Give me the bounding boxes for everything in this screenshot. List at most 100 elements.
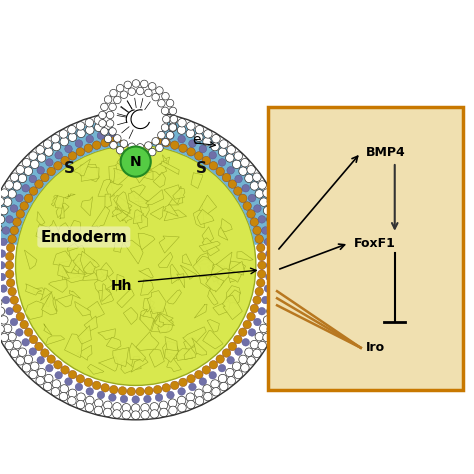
- Circle shape: [113, 402, 121, 411]
- Circle shape: [204, 130, 212, 138]
- Circle shape: [84, 144, 92, 153]
- Circle shape: [202, 156, 210, 165]
- Polygon shape: [153, 172, 165, 187]
- Circle shape: [274, 252, 283, 260]
- Polygon shape: [154, 308, 167, 321]
- Polygon shape: [206, 275, 224, 292]
- Circle shape: [162, 138, 169, 146]
- Circle shape: [30, 362, 39, 371]
- Circle shape: [179, 378, 187, 387]
- Circle shape: [228, 342, 237, 351]
- Polygon shape: [117, 289, 134, 308]
- Circle shape: [202, 366, 210, 374]
- Circle shape: [250, 182, 259, 190]
- Circle shape: [37, 166, 45, 174]
- Polygon shape: [51, 195, 58, 206]
- Polygon shape: [182, 254, 192, 265]
- Polygon shape: [118, 149, 137, 169]
- Polygon shape: [131, 356, 141, 369]
- Circle shape: [211, 142, 219, 151]
- Circle shape: [281, 261, 290, 270]
- Polygon shape: [143, 299, 151, 312]
- Circle shape: [68, 370, 77, 379]
- Polygon shape: [42, 292, 57, 315]
- Polygon shape: [133, 210, 144, 224]
- Polygon shape: [37, 211, 45, 225]
- Polygon shape: [229, 262, 244, 275]
- Polygon shape: [60, 205, 64, 219]
- Circle shape: [99, 119, 106, 127]
- Circle shape: [209, 152, 217, 159]
- Polygon shape: [99, 289, 114, 304]
- Circle shape: [29, 370, 37, 379]
- Circle shape: [238, 194, 247, 202]
- Circle shape: [18, 174, 27, 182]
- Polygon shape: [150, 311, 159, 322]
- Text: Endoderm: Endoderm: [40, 229, 128, 245]
- Circle shape: [109, 394, 116, 401]
- Circle shape: [76, 401, 85, 409]
- Polygon shape: [0, 118, 281, 244]
- Polygon shape: [151, 314, 169, 332]
- Polygon shape: [208, 264, 225, 282]
- Polygon shape: [53, 251, 72, 267]
- Polygon shape: [124, 240, 143, 264]
- Circle shape: [263, 189, 271, 197]
- Polygon shape: [167, 355, 182, 372]
- Circle shape: [178, 118, 186, 127]
- Polygon shape: [136, 332, 159, 350]
- Circle shape: [235, 175, 242, 182]
- Circle shape: [127, 387, 136, 396]
- Circle shape: [5, 261, 14, 270]
- Polygon shape: [116, 274, 124, 291]
- Polygon shape: [81, 251, 100, 273]
- Circle shape: [46, 365, 53, 372]
- Circle shape: [256, 279, 265, 287]
- Circle shape: [219, 140, 228, 148]
- Polygon shape: [130, 185, 146, 199]
- Polygon shape: [138, 268, 153, 278]
- Circle shape: [145, 387, 153, 395]
- Circle shape: [267, 307, 275, 315]
- Polygon shape: [78, 264, 93, 278]
- Polygon shape: [116, 158, 128, 176]
- Circle shape: [46, 159, 53, 166]
- Circle shape: [228, 180, 237, 188]
- Circle shape: [162, 138, 171, 147]
- Circle shape: [166, 131, 174, 139]
- Polygon shape: [109, 165, 128, 182]
- Polygon shape: [159, 313, 174, 326]
- Polygon shape: [55, 294, 73, 307]
- Circle shape: [132, 127, 139, 135]
- FancyBboxPatch shape: [268, 108, 463, 390]
- Polygon shape: [191, 173, 203, 188]
- Polygon shape: [197, 210, 214, 225]
- Circle shape: [273, 280, 282, 288]
- Circle shape: [141, 403, 149, 412]
- Circle shape: [242, 184, 249, 192]
- Circle shape: [122, 111, 130, 120]
- Polygon shape: [105, 194, 112, 209]
- Polygon shape: [99, 357, 118, 371]
- Polygon shape: [114, 234, 125, 252]
- Circle shape: [22, 158, 31, 167]
- Circle shape: [45, 148, 53, 156]
- Circle shape: [277, 298, 285, 307]
- Circle shape: [6, 308, 13, 315]
- Circle shape: [195, 126, 204, 134]
- Polygon shape: [122, 211, 132, 223]
- Circle shape: [16, 165, 25, 174]
- Circle shape: [141, 410, 149, 419]
- Circle shape: [24, 328, 33, 337]
- Circle shape: [272, 289, 280, 297]
- Circle shape: [77, 129, 85, 137]
- Polygon shape: [164, 185, 181, 204]
- Polygon shape: [170, 264, 181, 283]
- Circle shape: [227, 146, 236, 154]
- Circle shape: [152, 93, 159, 101]
- Polygon shape: [142, 172, 153, 180]
- Polygon shape: [207, 319, 219, 332]
- Circle shape: [0, 307, 5, 315]
- Circle shape: [124, 150, 132, 157]
- Circle shape: [259, 198, 268, 206]
